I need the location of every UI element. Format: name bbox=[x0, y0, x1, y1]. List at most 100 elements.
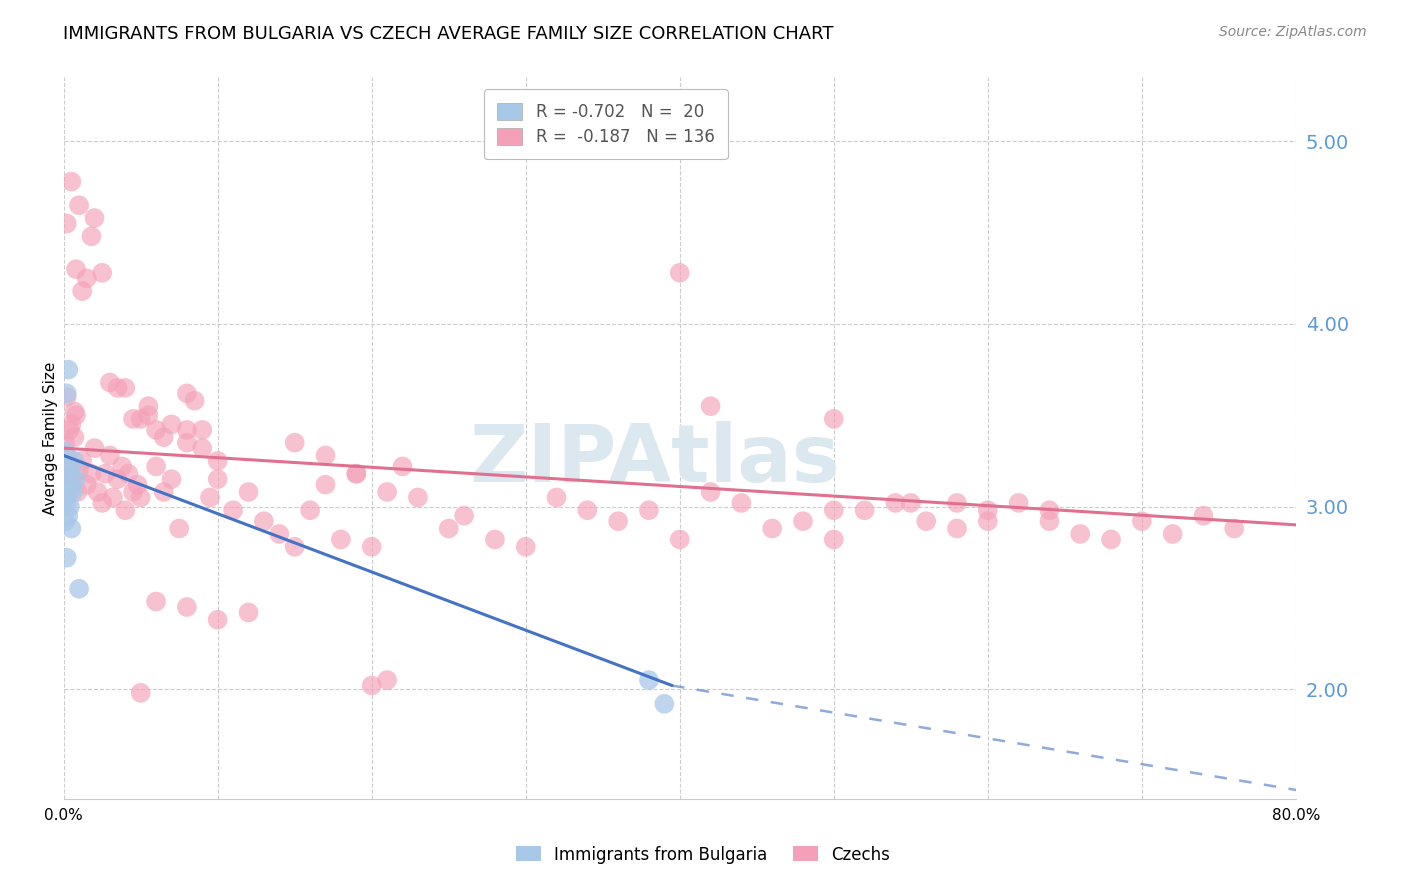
Point bbox=[67, 463, 90, 477]
Point bbox=[638, 503, 661, 517]
Point bbox=[67, 582, 90, 596]
Point bbox=[76, 271, 98, 285]
Point bbox=[1038, 514, 1060, 528]
Point bbox=[853, 503, 876, 517]
Point bbox=[86, 485, 108, 500]
Point bbox=[59, 500, 82, 514]
Point bbox=[176, 386, 198, 401]
Point bbox=[761, 521, 783, 535]
Point bbox=[127, 477, 149, 491]
Point bbox=[515, 540, 537, 554]
Point bbox=[63, 404, 86, 418]
Point bbox=[299, 503, 322, 517]
Point bbox=[437, 521, 460, 535]
Point bbox=[176, 600, 198, 615]
Text: ZIPAtlas: ZIPAtlas bbox=[470, 421, 841, 499]
Point bbox=[53, 491, 76, 505]
Point bbox=[91, 266, 114, 280]
Text: IMMIGRANTS FROM BULGARIA VS CZECH AVERAGE FAMILY SIZE CORRELATION CHART: IMMIGRANTS FROM BULGARIA VS CZECH AVERAG… bbox=[63, 25, 834, 43]
Point bbox=[284, 435, 307, 450]
Point bbox=[329, 533, 352, 547]
Point bbox=[114, 503, 136, 517]
Point bbox=[59, 423, 82, 437]
Point bbox=[129, 412, 152, 426]
Point bbox=[360, 540, 382, 554]
Point bbox=[823, 412, 845, 426]
Point bbox=[83, 441, 105, 455]
Y-axis label: Average Family Size: Average Family Size bbox=[44, 361, 58, 515]
Point bbox=[207, 613, 229, 627]
Point bbox=[1099, 533, 1122, 547]
Point bbox=[375, 673, 398, 687]
Point bbox=[58, 477, 80, 491]
Point bbox=[344, 467, 367, 481]
Point bbox=[60, 521, 83, 535]
Text: Source: ZipAtlas.com: Source: ZipAtlas.com bbox=[1219, 25, 1367, 39]
Point bbox=[253, 514, 276, 528]
Point bbox=[284, 540, 307, 554]
Point bbox=[176, 423, 198, 437]
Point bbox=[122, 485, 145, 500]
Point bbox=[55, 217, 77, 231]
Point bbox=[59, 467, 82, 481]
Point bbox=[222, 503, 245, 517]
Point bbox=[1007, 496, 1029, 510]
Point bbox=[269, 527, 291, 541]
Point bbox=[91, 496, 114, 510]
Point bbox=[823, 503, 845, 517]
Point bbox=[59, 467, 82, 481]
Point bbox=[55, 390, 77, 404]
Point bbox=[1038, 503, 1060, 517]
Point bbox=[83, 211, 105, 225]
Point bbox=[114, 381, 136, 395]
Point bbox=[107, 472, 129, 486]
Point bbox=[60, 481, 83, 495]
Point bbox=[63, 430, 86, 444]
Point bbox=[67, 198, 90, 212]
Point bbox=[1192, 508, 1215, 523]
Point bbox=[76, 477, 98, 491]
Point bbox=[129, 686, 152, 700]
Point bbox=[55, 496, 77, 510]
Point bbox=[792, 514, 814, 528]
Point bbox=[823, 533, 845, 547]
Point bbox=[101, 491, 124, 505]
Point bbox=[98, 449, 121, 463]
Point bbox=[55, 550, 77, 565]
Point bbox=[122, 412, 145, 426]
Point bbox=[375, 485, 398, 500]
Point bbox=[699, 399, 721, 413]
Point bbox=[668, 533, 690, 547]
Point bbox=[884, 496, 907, 510]
Point bbox=[63, 454, 86, 468]
Point bbox=[360, 679, 382, 693]
Point bbox=[66, 485, 89, 500]
Point bbox=[1223, 521, 1246, 535]
Point bbox=[62, 485, 84, 500]
Point bbox=[58, 459, 80, 474]
Point bbox=[160, 417, 183, 432]
Point bbox=[191, 441, 214, 455]
Legend: R = -0.702   N =  20, R =  -0.187   N = 136: R = -0.702 N = 20, R = -0.187 N = 136 bbox=[484, 89, 728, 159]
Point bbox=[58, 362, 80, 376]
Point bbox=[668, 266, 690, 280]
Point bbox=[1130, 514, 1153, 528]
Point bbox=[65, 472, 87, 486]
Point bbox=[60, 175, 83, 189]
Point bbox=[198, 491, 221, 505]
Point bbox=[138, 399, 160, 413]
Point bbox=[80, 467, 103, 481]
Point bbox=[183, 393, 205, 408]
Point bbox=[238, 485, 260, 500]
Point bbox=[638, 673, 661, 687]
Point bbox=[53, 444, 76, 458]
Point bbox=[915, 514, 938, 528]
Point bbox=[138, 409, 160, 423]
Point bbox=[152, 430, 174, 444]
Point bbox=[546, 491, 568, 505]
Point bbox=[1069, 527, 1091, 541]
Point bbox=[207, 454, 229, 468]
Point bbox=[946, 496, 969, 510]
Point bbox=[730, 496, 752, 510]
Point bbox=[65, 409, 87, 423]
